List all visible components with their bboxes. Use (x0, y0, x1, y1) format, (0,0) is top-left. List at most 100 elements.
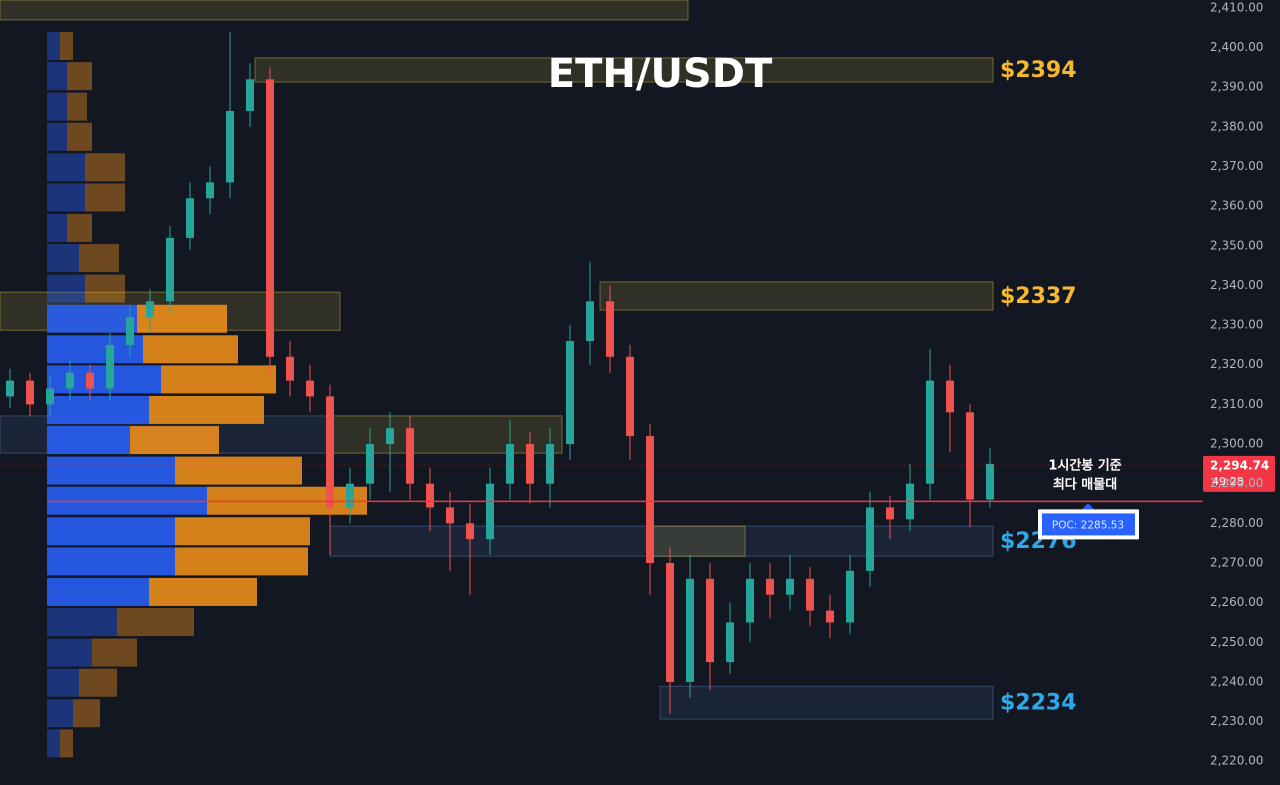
countdown-label: 49:28 (1212, 475, 1244, 488)
candle-body (946, 380, 954, 413)
candle-body (286, 356, 294, 381)
zone-label: $2394 (1000, 58, 1077, 83)
profile-buy (47, 213, 67, 242)
annotation: 1시간봉 기준 (1048, 458, 1121, 474)
profile-buy (47, 577, 149, 606)
profile-sell (67, 62, 92, 91)
last-price-label: 2,294.74 (1210, 458, 1269, 472)
profile-buy (47, 517, 175, 546)
profile-buy (47, 31, 60, 60)
profile-sell (60, 31, 73, 60)
profile-buy (47, 244, 79, 273)
candle-body (26, 380, 34, 405)
profile-buy (47, 274, 85, 303)
profile-sell (143, 335, 238, 364)
profile-sell (175, 517, 310, 546)
candle-body (926, 380, 934, 484)
candle-body (166, 237, 174, 302)
candle-body (86, 372, 94, 389)
profile-sell (67, 92, 87, 121)
y-tick-label: 2,290.00 (1210, 476, 1263, 490)
profile-buy (47, 729, 60, 758)
zone (659, 685, 994, 720)
volume-profile (47, 31, 367, 758)
annotation: 최다 매물대 (1053, 477, 1117, 493)
profile-buy (47, 395, 149, 424)
profile-sell (85, 153, 125, 182)
candle-body (66, 372, 74, 389)
candle-body (126, 317, 134, 345)
y-tick-label: 2,280.00 (1210, 516, 1263, 530)
candle-body (406, 428, 414, 484)
zone (649, 525, 746, 557)
candle-body (346, 483, 354, 508)
candle-body (506, 444, 514, 484)
profile-buy (47, 456, 175, 485)
candle-body (806, 578, 814, 611)
last-price-tag (1203, 455, 1275, 492)
candle-body (306, 380, 314, 397)
y-tick-label: 2,220.00 (1210, 754, 1263, 768)
y-tick-label: 2,270.00 (1210, 555, 1263, 569)
y-tick-label: 2,350.00 (1210, 238, 1263, 252)
candle-body (326, 396, 334, 508)
candle-body (546, 444, 554, 484)
candle-body (6, 380, 14, 397)
y-tick-label: 2,310.00 (1210, 397, 1263, 411)
profile-sell (175, 547, 308, 576)
y-tick-label: 2,230.00 (1210, 714, 1263, 728)
chart-title: ETH/USDT (548, 51, 773, 97)
y-tick-label: 2,300.00 (1210, 437, 1263, 451)
zone (599, 281, 994, 311)
y-tick-label: 2,320.00 (1210, 357, 1263, 371)
candle-body (146, 301, 154, 318)
y-tick-label: 2,330.00 (1210, 318, 1263, 332)
zone (0, 0, 689, 21)
y-tick-label: 2,260.00 (1210, 595, 1263, 609)
candle-body (866, 507, 874, 571)
candle-body (626, 356, 634, 437)
profile-sell (73, 699, 100, 728)
profile-sell (67, 213, 92, 242)
profile-buy (47, 426, 130, 455)
y-tick-label: 2,360.00 (1210, 199, 1263, 213)
candles (6, 31, 994, 714)
profile-buy (47, 608, 117, 637)
profile-sell (149, 395, 264, 424)
candle-body (106, 344, 114, 389)
candle-body (686, 578, 694, 682)
candle-body (386, 428, 394, 445)
profile-buy (47, 92, 67, 121)
profile-buy (47, 304, 137, 333)
profile-sell (60, 729, 73, 758)
candle-body (266, 79, 274, 357)
candle-body (826, 610, 834, 623)
profile-sell (85, 274, 125, 303)
profile-sell (149, 577, 257, 606)
profile-buy (47, 122, 67, 151)
candle-body (46, 388, 54, 405)
profile-buy (47, 183, 85, 212)
profile-buy (47, 547, 175, 576)
candle-body (206, 182, 214, 199)
y-tick-label: 2,240.00 (1210, 674, 1263, 688)
candle-body (226, 111, 234, 183)
profile-buy (47, 638, 92, 667)
candle-body (426, 483, 434, 508)
candle-body (726, 622, 734, 663)
candle-body (966, 412, 974, 500)
profile-buy (47, 153, 85, 182)
y-tick-label: 2,380.00 (1210, 119, 1263, 133)
poc-box-inner (1042, 513, 1135, 536)
profile-sell (67, 122, 92, 151)
poc-pointer (1082, 503, 1094, 510)
zone-label: $2337 (1000, 284, 1077, 309)
profile-buy (47, 62, 67, 91)
poc-label: POC: 2285.53 (1052, 519, 1124, 531)
profile-buy (47, 365, 161, 394)
candle-body (446, 507, 454, 524)
zone (254, 57, 994, 83)
candle-body (666, 562, 674, 682)
y-tick-label: 2,410.00 (1210, 0, 1263, 14)
candle-body (886, 507, 894, 520)
